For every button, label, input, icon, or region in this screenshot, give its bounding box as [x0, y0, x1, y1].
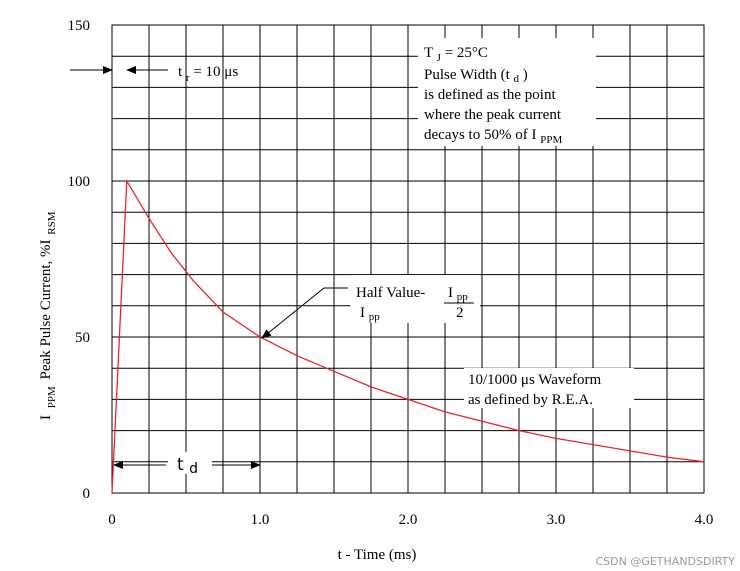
waveform-line1: 10/1000 μs Waveform: [468, 372, 602, 388]
x-axis-label: t - Time (ms): [338, 547, 417, 563]
pulse-width-note: T J = 25°C Pulse Width (t d ) is defined…: [418, 38, 596, 146]
y-tick-label: 100: [68, 174, 91, 190]
rise-time-annotation: t r = 10 μs: [70, 64, 238, 85]
half-value-background: [350, 275, 480, 323]
grid-lines: [112, 25, 704, 493]
note-background: [418, 38, 596, 146]
x-tick-label: 2.0: [399, 512, 418, 528]
watermark: CSDN @GETHANDSDIRTY: [595, 555, 735, 568]
half-value-arrow: [261, 287, 348, 339]
waveform-series-line: [111, 178, 705, 494]
x-tick-label: 0: [108, 512, 116, 528]
pulse-width-line1: Pulse Width (t d ): [424, 67, 528, 86]
y-tick-label: 150: [68, 18, 91, 34]
y-tick-label: 0: [83, 486, 91, 502]
x-tick-label: 1.0: [251, 512, 270, 528]
waveform-annotation: 10/1000 μs Waveform as defined by R.E.A.: [464, 368, 634, 408]
half-value-label: Half Value-: [356, 285, 425, 301]
pulse-width-line3: where the peak current: [424, 107, 562, 123]
waveform-line2: as defined by R.E.A.: [468, 392, 593, 408]
pulse-width-line4: decays to 50% of I PPM: [424, 127, 562, 146]
fraction-denominator: 2: [456, 305, 464, 321]
ipp-label: I pp: [360, 305, 380, 323]
x-tick-label: 4.0: [695, 512, 714, 528]
y-tick-labels: 0 50 100 150: [68, 18, 91, 502]
td-annotation: t d: [113, 452, 261, 477]
y-tick-label: 50: [75, 330, 90, 346]
rise-time-label: t r = 10 μs: [178, 64, 238, 85]
y-axis-label: I PPM Peak Pulse Current, %I RSM: [38, 211, 59, 420]
half-value-annotation: Half Value- I pp 2 I pp: [261, 275, 480, 339]
fraction-numerator: I pp: [448, 285, 468, 303]
td-label: t d: [177, 455, 198, 477]
td-background: [168, 452, 212, 474]
x-tick-label: 3.0: [547, 512, 566, 528]
plot-frame: [111, 24, 705, 494]
tj-label: T J = 25°C: [424, 45, 488, 65]
pulse-width-line2: is defined as the point: [424, 87, 556, 103]
x-tick-labels: 0 1.0 2.0 3.0 4.0: [108, 512, 713, 528]
waveform-background: [464, 368, 634, 408]
